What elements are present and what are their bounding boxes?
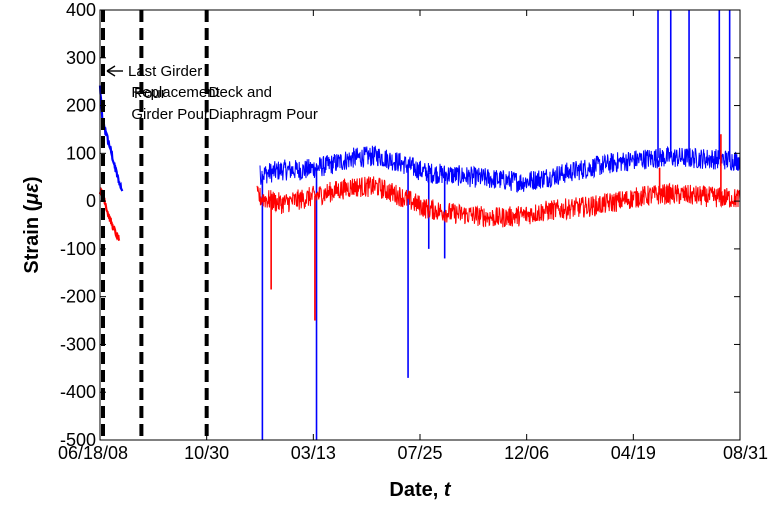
event-label-0-line-0: Last Girder — [128, 63, 202, 80]
y-tick-label-9: -500 — [60, 430, 96, 450]
event-label-2-line-0: Deck and — [209, 84, 272, 101]
plot-content — [98, 10, 741, 440]
x-tick-label-3: 07/25 — [397, 443, 442, 463]
y-tick-label-8: -400 — [60, 382, 96, 402]
y-axis-label: Strain (με) — [21, 176, 43, 273]
event-label-1-line-0: Replacement — [131, 84, 220, 101]
event-label-0-line-1: Pour — [134, 85, 166, 102]
x-tick-label-5: 04/19 — [611, 443, 656, 463]
x-tick-label-6: 08/31 — [723, 443, 768, 463]
y-tick-label-5: -100 — [60, 239, 96, 259]
x-tick-label-1: 10/30 — [184, 443, 229, 463]
y-tick-label-3: 100 — [66, 143, 96, 163]
event-label-1-line-1: Girder Pour — [131, 106, 209, 123]
y-tick-label-6: -200 — [60, 287, 96, 307]
y-tick-label-4: 0 — [86, 191, 96, 211]
event-arrow-head — [106, 65, 116, 77]
series-1-segment-1 — [256, 176, 741, 228]
event-label-2-line-1: Diaphragm Pour — [209, 106, 318, 123]
x-tick-label-2: 03/13 — [291, 443, 336, 463]
y-tick-label-2: 200 — [66, 96, 96, 116]
x-tick-label-4: 12/06 — [504, 443, 549, 463]
x-axis-label: Date, t — [389, 479, 451, 501]
x-tick-label-0: 06/18/08 — [58, 443, 128, 463]
y-tick-label-0: 400 — [66, 0, 96, 20]
axis-ticks: 400 300 200 100 0 -100 -200 -300 -400 -50006/18/0… — [58, 0, 768, 463]
series-0-segment-1 — [259, 145, 741, 193]
y-tick-label-1: 300 — [66, 48, 96, 68]
y-tick-label-7: -300 — [60, 334, 96, 354]
